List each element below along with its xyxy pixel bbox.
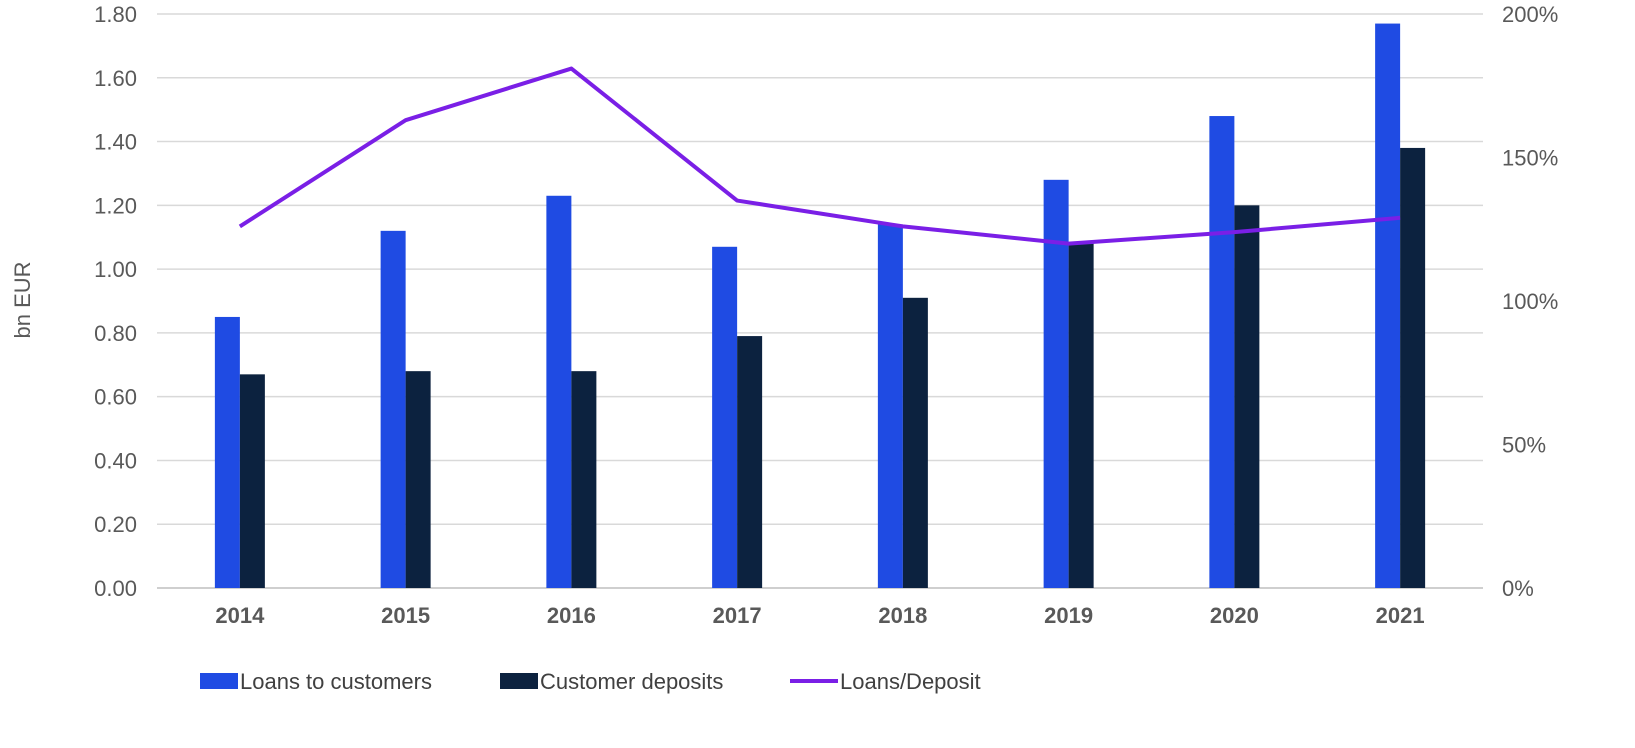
y-tick-label: 0.20 (94, 512, 137, 537)
category-label: 2021 (1376, 603, 1425, 628)
legend-label: Loans to customers (240, 669, 432, 694)
bar-deposits-2019 (1068, 243, 1094, 588)
y-tick-label: 0.00 (94, 576, 137, 601)
bar-loans-2017 (712, 246, 738, 589)
bar-loans-2015 (380, 230, 406, 588)
bar-loans-2018 (877, 224, 903, 588)
y-tick-label: 1.40 (94, 130, 137, 155)
y-axis-title: bn EUR (10, 261, 35, 338)
legend-label: Customer deposits (540, 669, 723, 694)
category-label: 2017 (713, 603, 762, 628)
bar-deposits-2017 (737, 336, 763, 588)
y-tick-label: 1.20 (94, 193, 137, 218)
category-label: 2018 (878, 603, 927, 628)
y2-tick-label: 0% (1502, 576, 1534, 601)
bar-loans-2019 (1043, 179, 1069, 589)
legend-swatch-1 (500, 673, 538, 689)
bars (214, 23, 1426, 589)
y-tick-label: 0.40 (94, 448, 137, 473)
bar-deposits-2016 (571, 371, 597, 588)
bar-loans-2020 (1209, 116, 1235, 589)
legend: Loans to customers Customer deposits Loans… (200, 669, 981, 694)
y-tick-label: 0.60 (94, 385, 137, 410)
bar-loans-2016 (546, 195, 572, 588)
y-tick-label: 1.00 (94, 257, 137, 282)
category-label: 2015 (381, 603, 430, 628)
ratio-line (238, 66, 1401, 246)
category-label: 2020 (1210, 603, 1259, 628)
y2-tick-label: 200% (1502, 2, 1558, 27)
category-labels: 2014 2015 2016 2017 2018 2019 2020 2021 (215, 603, 1424, 628)
right-axis-ticks: 0% 50% 100% 150% 200% (1502, 2, 1558, 601)
y2-tick-label: 50% (1502, 433, 1546, 458)
line-loans-deposit (238, 66, 1401, 246)
bar-deposits-2014 (239, 374, 265, 588)
y-tick-label: 0.80 (94, 321, 137, 346)
y-tick-label: 1.80 (94, 2, 137, 27)
category-label: 2016 (547, 603, 596, 628)
bar-deposits-2020 (1234, 205, 1260, 589)
left-axis-ticks: 0.00 0.20 0.40 0.60 0.80 1.00 1.20 1.40 1.60 1.80 (94, 2, 137, 601)
bar-deposits-2018 (902, 297, 928, 588)
bar-deposits-2015 (405, 371, 431, 588)
y2-tick-label: 100% (1502, 289, 1558, 314)
bar-loans-2014 (214, 316, 240, 588)
category-label: 2019 (1044, 603, 1093, 628)
bar-deposits-2021 (1400, 147, 1426, 588)
legend-swatch-0 (200, 673, 238, 689)
y2-tick-label: 150% (1502, 146, 1558, 171)
bar-loans-2021 (1375, 23, 1401, 589)
category-label: 2014 (215, 603, 265, 628)
y-tick-label: 1.60 (94, 66, 137, 91)
gridlines (157, 13, 1483, 589)
legend-label: Loans/Deposit (840, 669, 981, 694)
